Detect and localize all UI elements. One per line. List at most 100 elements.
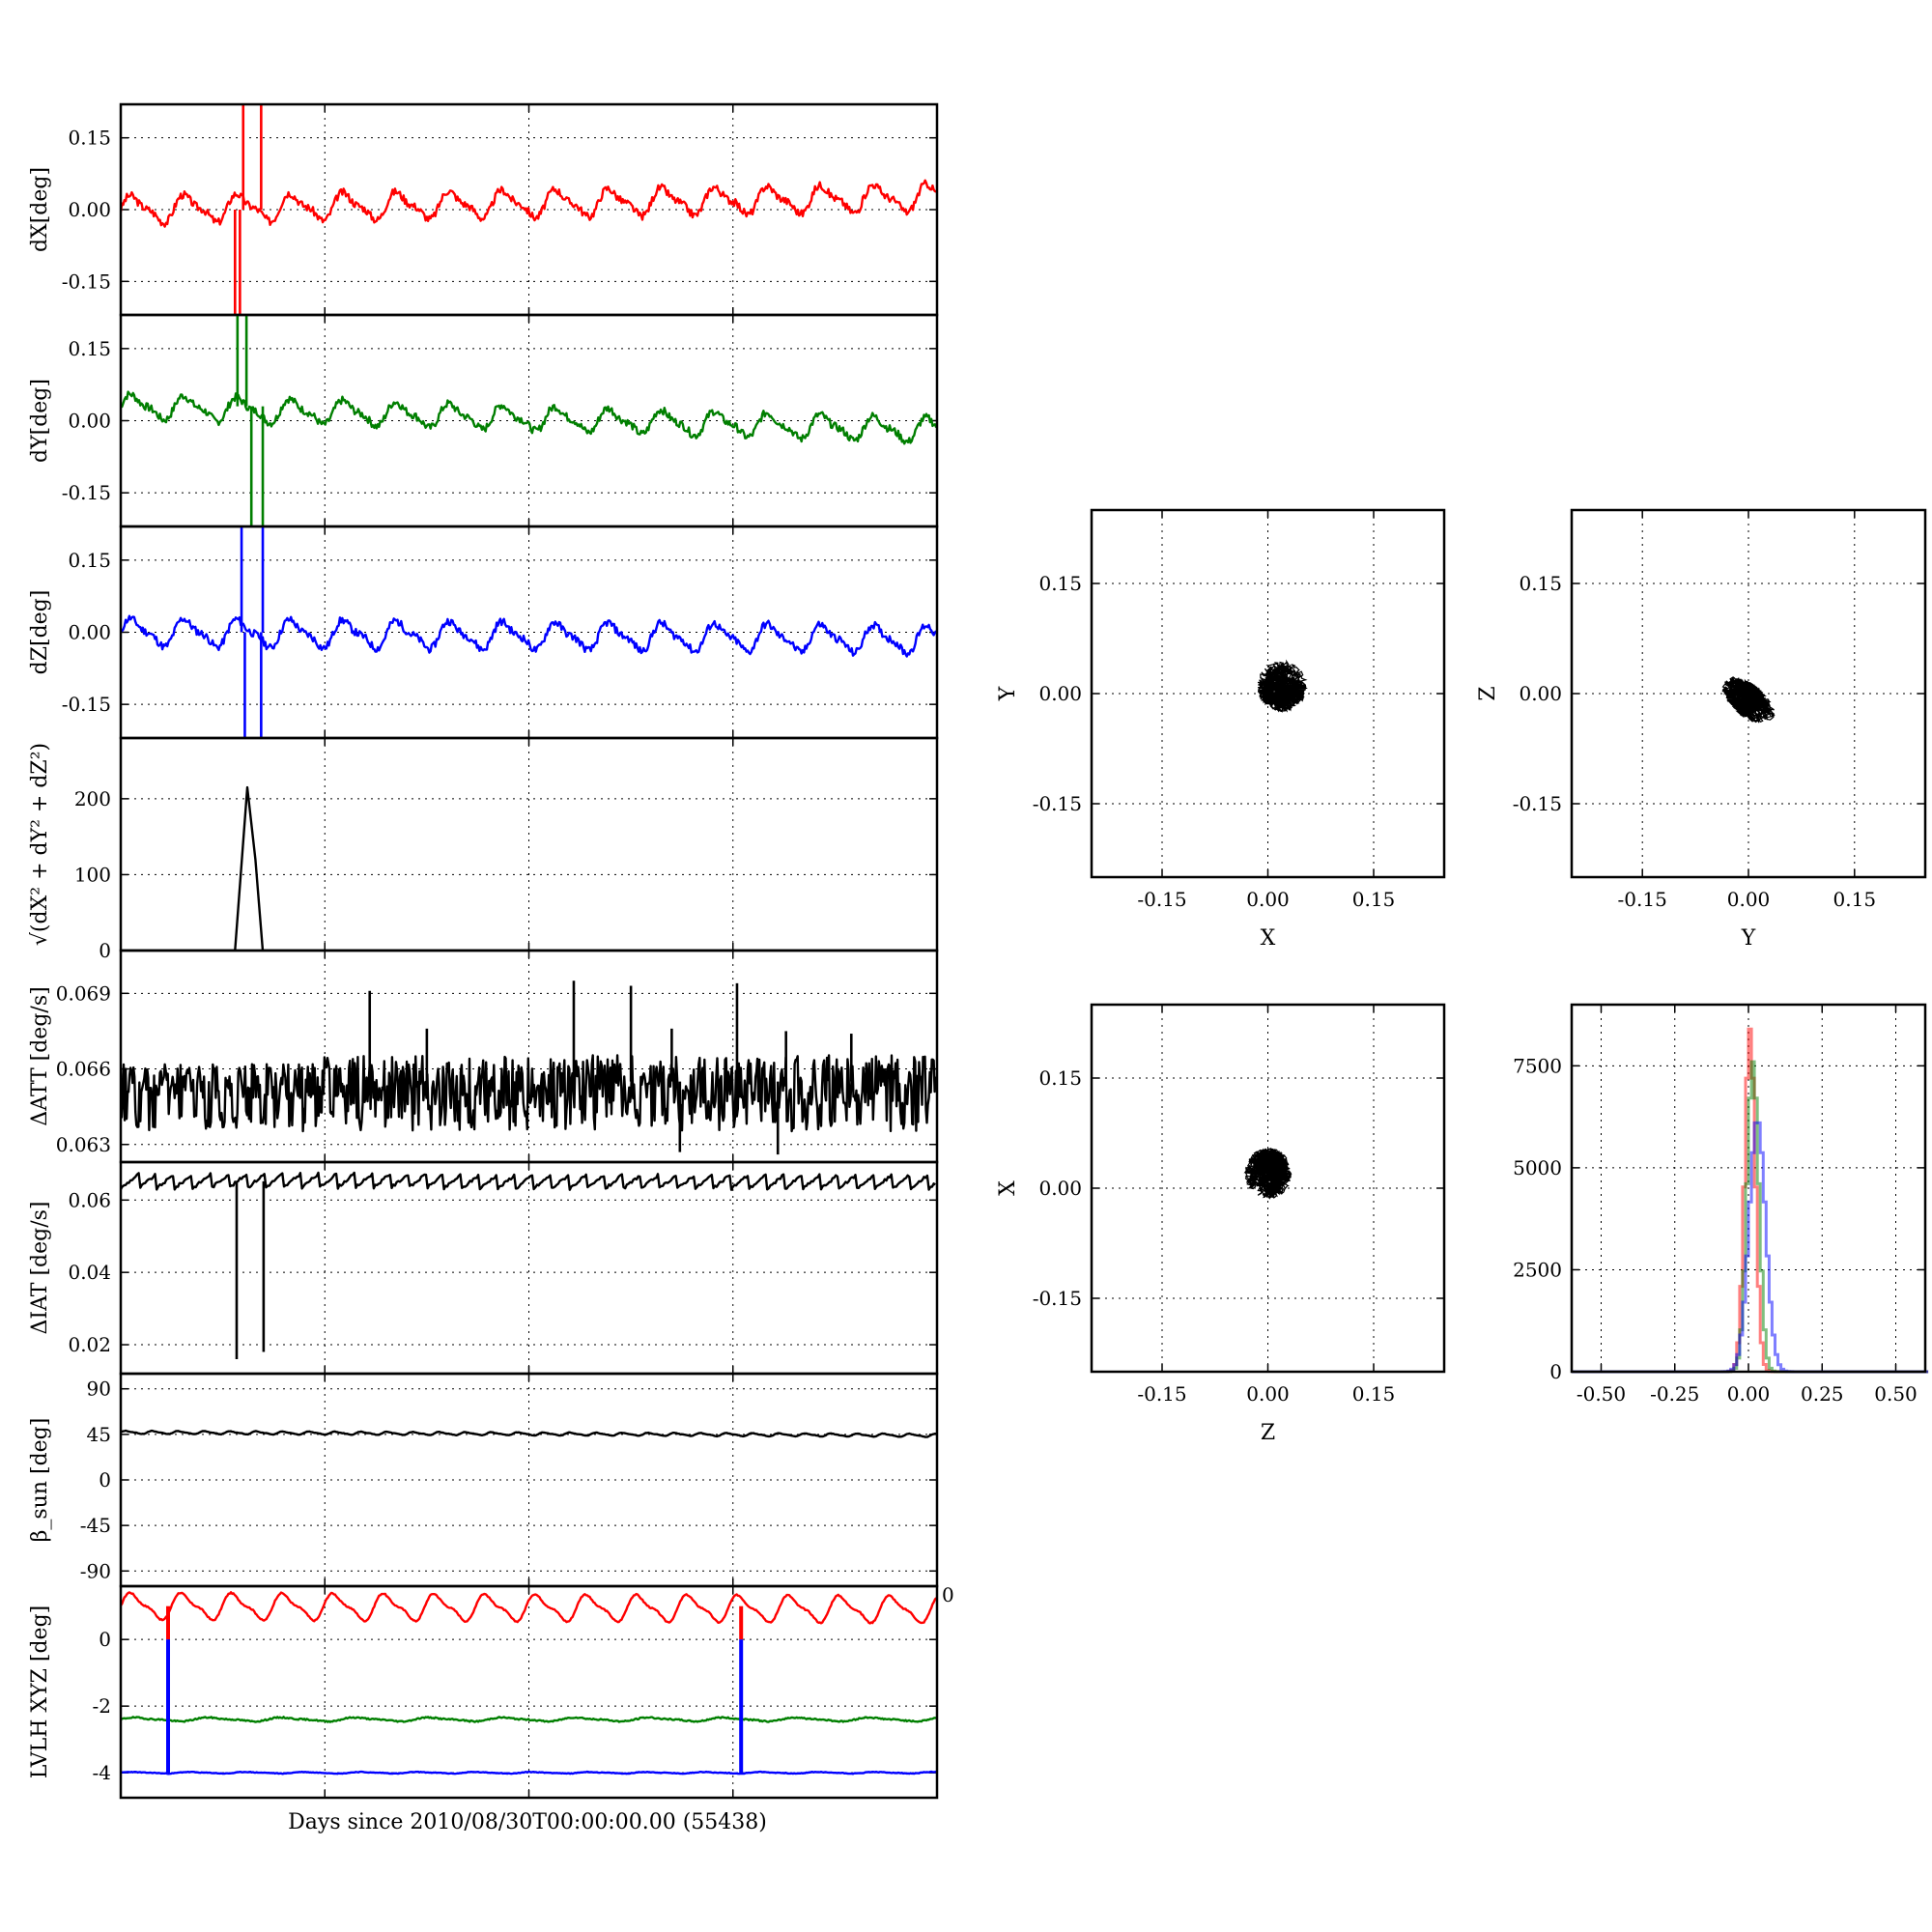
diat-panel-series xyxy=(121,1171,936,1360)
beta-panel-grid xyxy=(120,1374,938,1586)
histogram-ytick-label-1: 5000 xyxy=(1513,1156,1562,1179)
diat-panel-frame xyxy=(119,1160,939,1376)
zx-scatter-xtick-label-2: 0.15 xyxy=(1352,1382,1396,1406)
dx-panel-ylabel: dX[deg] xyxy=(28,167,52,252)
zx-scatter-ytick-label-2: -0.15 xyxy=(1033,1287,1082,1310)
dz-panel-ylabel: dZ[deg] xyxy=(28,590,52,675)
yz-scatter-ytick-label-0: 0.15 xyxy=(1519,572,1562,595)
xy-scatter-xlabel: X xyxy=(1261,926,1276,951)
norm-panel-ytick-label-0: 200 xyxy=(74,787,111,810)
beta-panel: 90 45 0 -45 -90 β_sun [deg] xyxy=(28,1372,939,1588)
lvlh-panel-series xyxy=(121,1591,937,1776)
xy-scatter-xtick-label-0: -0.15 xyxy=(1137,888,1186,911)
histogram-xtick-label-2: 0.00 xyxy=(1727,1382,1771,1406)
diat-panel-grid xyxy=(120,1162,938,1374)
zx-scatter-ytick-label-0: 0.15 xyxy=(1038,1066,1082,1090)
yz-scatter-ylabel: Z xyxy=(1476,686,1500,700)
zx-scatter-xtick-label-0: -0.15 xyxy=(1137,1382,1186,1406)
zx-scatter-ytick-label-1: 0.00 xyxy=(1038,1177,1082,1200)
dz-panel-ytick-label-1: 0.00 xyxy=(68,621,111,644)
dz-panel: 0.15 0.00 -0.15 dZ[deg] xyxy=(28,525,939,740)
dx-panel-ytick-label-0: 0.15 xyxy=(68,127,111,150)
xy-scatter-ylabel: Y xyxy=(996,686,1020,701)
datt-panel-ylabel: ΔATT [deg/s] xyxy=(28,986,52,1125)
histogram-ytick-label-3: 0 xyxy=(1549,1360,1562,1383)
lvlh-panel-line-blue xyxy=(121,1770,937,1776)
dy-panel-ytick-label-0: 0.15 xyxy=(68,337,111,360)
datt-panel-ytick-label-0: 0.069 xyxy=(56,981,111,1005)
lvlh-panel-ytick-label-1: -2 xyxy=(93,1694,111,1718)
dx-panel-ytick-label-1: 0.00 xyxy=(68,198,111,221)
dy-panel: 0.15 0.00 -0.15 dY[deg] xyxy=(28,313,939,528)
histogram-series-red xyxy=(1572,1027,1929,1374)
histogram-xtick-label-0: -0.50 xyxy=(1577,1382,1626,1406)
norm-panel-ylabel: √(dX² + dY² + dZ²) xyxy=(28,743,52,946)
xy-scatter-trajectory xyxy=(1257,659,1308,713)
zx-scatter-ylabel: X xyxy=(996,1180,1020,1196)
datt-panel-frame xyxy=(119,949,939,1164)
norm-panel-series xyxy=(121,785,937,951)
yz-scatter-xlabel: Y xyxy=(1741,926,1756,951)
lvlh-panel-ylabel: LVLH XYZ [deg] xyxy=(28,1605,52,1779)
xy-scatter-frame xyxy=(1090,508,1446,879)
histogram: 7500 5000 2500 0 -0.50 -0.25 0.00 0.25 0.50 xyxy=(1513,1003,1929,1406)
xy-scatter-xtick-label-1: 0.00 xyxy=(1246,888,1290,911)
histogram-ytick-label-0: 7500 xyxy=(1513,1054,1562,1077)
xy-scatter-xtick-label-2: 0.15 xyxy=(1352,888,1396,911)
lvlh-panel-frame xyxy=(119,1584,939,1800)
yz-scatter-trajectory xyxy=(1721,676,1776,724)
lvlh-panel-line-green xyxy=(121,1716,937,1723)
lvlh-panel-ytick-label-0: 0 xyxy=(99,1628,111,1651)
datt-panel-ytick-label-1: 0.066 xyxy=(56,1058,111,1081)
dz-panel-ytick-label-2: -0.15 xyxy=(62,693,111,716)
dy-panel-ytick-label-1: 0.00 xyxy=(68,410,111,433)
dx-panel: 0.15 0.00 -0.15 dX[deg] xyxy=(28,102,939,317)
dy-panel-ytick-label-2: -0.15 xyxy=(62,481,111,504)
datt-panel-line-black xyxy=(121,1054,937,1133)
yz-scatter-xtick-label-0: -0.15 xyxy=(1618,888,1667,911)
beta-panel-ytick-label-0: 90 xyxy=(87,1378,111,1401)
beta-panel-ytick-label-1: 45 xyxy=(87,1423,111,1446)
dz-panel-line-blue xyxy=(121,614,937,658)
beta-panel-line-black xyxy=(121,1429,937,1438)
xy-scatter: 0.15 0.00 -0.15 -0.15 0.00 0.15 X Y xyxy=(996,508,1446,951)
datt-panel-ytick-label-2: 0.063 xyxy=(56,1133,111,1156)
histogram-xtick-label-4: 0.50 xyxy=(1874,1382,1918,1406)
diat-panel-line-black xyxy=(121,1171,936,1191)
beta-panel-series xyxy=(121,1429,937,1438)
norm-panel-ytick-label-1: 100 xyxy=(74,863,111,886)
diat-panel: 0.06 0.04 0.02 ΔIAT [deg/s] xyxy=(28,1160,939,1376)
dy-panel-grid xyxy=(120,315,938,526)
edge-tick-label: 0 xyxy=(942,1583,954,1606)
histogram-series-green xyxy=(1572,1060,1929,1374)
dy-panel-line-green xyxy=(121,390,937,445)
yz-scatter-ytick-label-2: -0.15 xyxy=(1513,792,1562,815)
datt-panel-series xyxy=(121,980,937,1155)
dx-panel-ytick-label-2: -0.15 xyxy=(62,270,111,293)
dz-panel-ytick-label-0: 0.15 xyxy=(68,549,111,572)
zx-scatter-xlabel: Z xyxy=(1261,1421,1275,1445)
histogram-xtick-label-3: 0.25 xyxy=(1801,1382,1844,1406)
dx-panel-series xyxy=(121,104,937,315)
norm-panel: 200 100 0 √(dX² + dY² + dZ²) xyxy=(28,736,939,962)
histogram-series-blue xyxy=(1572,1121,1929,1374)
histogram-ytick-label-2: 2500 xyxy=(1513,1258,1562,1281)
xy-scatter-ytick-label-0: 0.15 xyxy=(1038,572,1082,595)
diat-panel-ytick-label-2: 0.02 xyxy=(68,1333,111,1356)
zx-scatter: 0.15 0.00 -0.15 -0.15 0.00 0.15 Z X xyxy=(996,1003,1446,1445)
yz-scatter-xtick-label-2: 0.15 xyxy=(1833,888,1877,911)
beta-panel-ytick-label-4: -90 xyxy=(80,1559,111,1582)
dz-panel-series xyxy=(121,526,937,738)
beta-panel-ytick-label-2: 0 xyxy=(99,1468,111,1492)
norm-panel-ytick-label-2: 0 xyxy=(99,939,111,962)
norm-panel-line-black xyxy=(121,785,937,951)
lvlh-panel-line-red xyxy=(121,1591,937,1625)
panels-layer: 0.15 0.00 -0.15 dX[deg] 0.15 0.00 -0.15 dY[deg]… xyxy=(28,102,1929,1800)
diat-panel-ytick-label-1: 0.04 xyxy=(68,1261,111,1284)
beta-panel-ytick-label-3: -45 xyxy=(80,1514,111,1537)
zx-scatter-frame xyxy=(1090,1003,1446,1374)
zx-scatter-xtick-label-1: 0.00 xyxy=(1246,1382,1290,1406)
histogram-xtick-label-1: -0.25 xyxy=(1650,1382,1699,1406)
